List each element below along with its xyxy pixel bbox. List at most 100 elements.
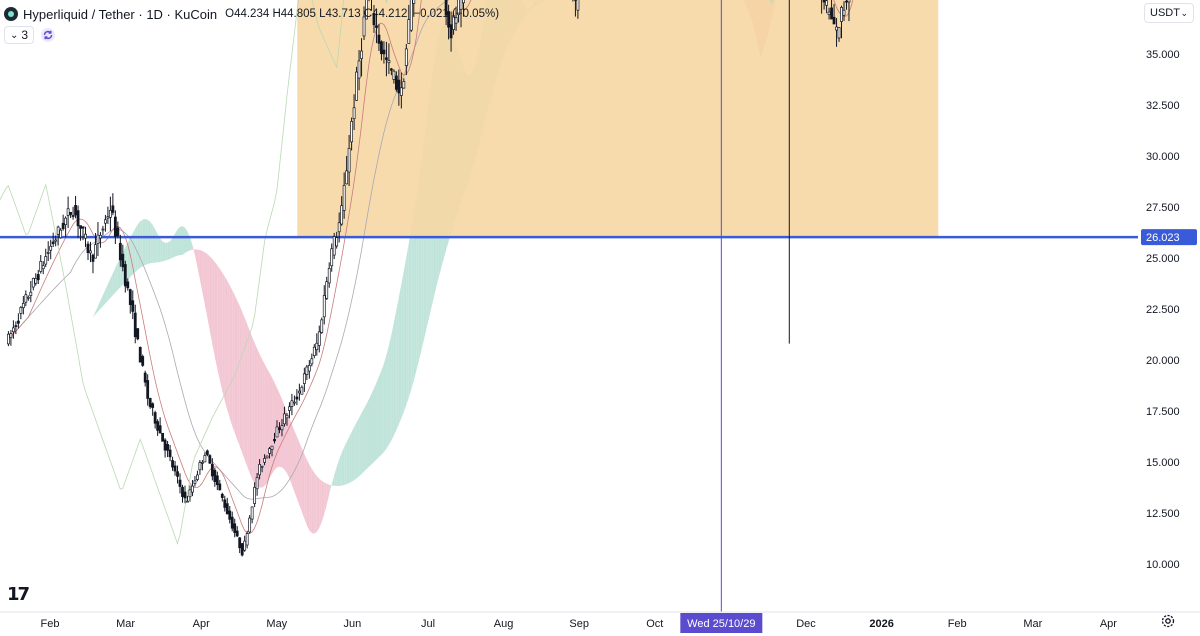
ichimoku-cloud-segment xyxy=(403,257,407,412)
candle-body xyxy=(847,0,851,3)
ichimoku-cloud-segment xyxy=(130,233,133,278)
candle-body xyxy=(372,13,376,26)
ichimoku-cloud-segment xyxy=(408,228,412,398)
ichimoku-cloud-segment xyxy=(396,297,399,431)
ichimoku-cloud-segment xyxy=(137,221,141,270)
candle-body xyxy=(280,425,284,431)
candle-body xyxy=(317,331,321,346)
candle-body xyxy=(250,506,254,520)
candle-body xyxy=(409,0,413,31)
ichimoku-cloud-segment xyxy=(197,249,200,280)
ichimoku-cloud-segment xyxy=(381,363,384,455)
ichimoku-cloud-segment xyxy=(232,290,235,433)
candle-body xyxy=(54,239,58,242)
candle-body xyxy=(382,49,386,55)
candle-body xyxy=(387,60,391,64)
crosshair-date-tag: Wed 25/10/29 xyxy=(687,618,755,630)
candle-body xyxy=(126,281,130,289)
candle-body xyxy=(153,412,157,424)
candle-body xyxy=(248,517,252,533)
candle-body xyxy=(402,81,406,89)
chevron-down-icon: ⌄ xyxy=(10,29,19,41)
candle-body xyxy=(253,486,257,504)
ichimoku-cloud-segment xyxy=(145,219,148,265)
x-tick-label: Feb xyxy=(948,618,967,630)
candle-body xyxy=(345,170,349,185)
candle-body xyxy=(392,70,396,80)
ichimoku-cloud-segment xyxy=(155,229,158,263)
demand-zone[interactable] xyxy=(297,0,939,238)
candle-body xyxy=(457,0,460,16)
candle-body xyxy=(198,462,202,471)
candle-body xyxy=(305,366,309,375)
ichimoku-cloud-segment xyxy=(296,436,300,506)
candle-body xyxy=(168,449,172,458)
ichimoku-cloud-segment xyxy=(127,237,131,280)
ichimoku-cloud-segment xyxy=(244,317,248,467)
ichimoku-cloud-segment xyxy=(257,348,260,488)
ichimoku-cloud-segment xyxy=(319,478,322,529)
y-tick-label: 15.000 xyxy=(1146,457,1180,469)
x-tick-label: Jun xyxy=(344,618,362,630)
candle-body xyxy=(11,327,15,333)
ichimoku-cloud-segment xyxy=(376,376,379,460)
tradingview-logo-icon[interactable]: 17 xyxy=(7,584,30,605)
candle-body xyxy=(128,289,132,305)
price-axis[interactable] xyxy=(1138,0,1200,636)
ichimoku-cloud-segment xyxy=(388,334,392,445)
candle-body xyxy=(26,296,30,299)
ichimoku-cloud-segment xyxy=(192,245,195,255)
candle-body xyxy=(258,464,261,476)
candle-body xyxy=(452,15,455,30)
indicators-toggle[interactable]: ⌄ 3 xyxy=(4,26,35,44)
candle-body xyxy=(96,234,100,244)
candle-body xyxy=(350,121,354,143)
candle-body xyxy=(447,11,450,28)
candle-body xyxy=(71,215,75,217)
candle-body xyxy=(59,229,63,239)
refresh-icon[interactable] xyxy=(40,27,56,43)
ichimoku-cloud-segment xyxy=(184,227,188,253)
candle-body xyxy=(407,19,411,44)
x-tick-label: Dec xyxy=(796,618,816,630)
ichimoku-cloud-segment xyxy=(177,226,181,256)
candle-body xyxy=(196,474,199,480)
candle-body xyxy=(76,210,80,227)
candle-body xyxy=(842,9,846,16)
ichimoku-cloud-segment xyxy=(199,250,203,293)
time-axis[interactable] xyxy=(0,612,1200,636)
ichimoku-cloud-segment xyxy=(189,237,193,251)
candle-body xyxy=(86,243,90,254)
candle-body xyxy=(163,439,167,451)
x-tick-label: Apr xyxy=(1100,618,1117,630)
candle-body xyxy=(49,245,53,251)
candle-body xyxy=(46,251,50,254)
ichimoku-cloud-segment xyxy=(172,233,176,258)
candle-body xyxy=(389,68,393,71)
gear-icon[interactable] xyxy=(1160,613,1176,629)
candle-body xyxy=(302,373,306,384)
candle-body xyxy=(178,479,182,487)
ichimoku-cloud-segment xyxy=(366,399,370,470)
candle-body xyxy=(176,471,179,477)
x-tick-label: Mar xyxy=(116,618,135,630)
candle-body xyxy=(225,503,229,515)
ichimoku-cloud-segment xyxy=(87,320,91,323)
x-tick-label: Feb xyxy=(41,618,60,630)
candle-body xyxy=(74,205,77,216)
ichimoku-cloud-segment xyxy=(227,280,230,419)
candle-body xyxy=(394,75,398,90)
candle-body xyxy=(347,147,351,173)
indicator-bar: ⌄ 3 xyxy=(4,26,56,44)
candle-body xyxy=(161,432,165,442)
symbol-title[interactable]: Hyperliquid / Tether · 1D · KuCoin xyxy=(23,6,218,22)
ichimoku-cloud-segment xyxy=(369,393,372,467)
candle-body xyxy=(293,401,296,404)
candle-body xyxy=(310,358,314,365)
currency-select[interactable]: USDT ⌄ xyxy=(1144,3,1194,23)
ichimoku-cloud-segment xyxy=(316,476,320,532)
candle-body xyxy=(133,312,137,338)
ichimoku-cloud-segment xyxy=(247,324,250,474)
ichimoku-cloud-segment xyxy=(132,228,136,275)
